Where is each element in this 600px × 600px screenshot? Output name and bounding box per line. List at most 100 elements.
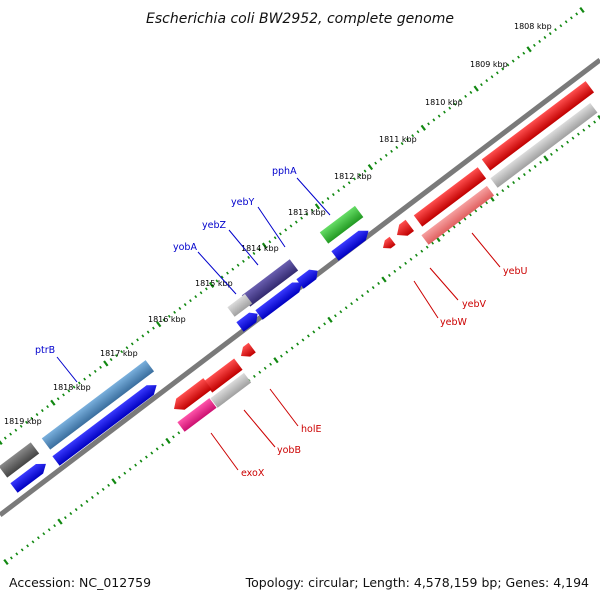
gene-label-ptrB[interactable]: ptrB (35, 345, 55, 356)
gene-label-exoX[interactable]: exoX (241, 468, 265, 479)
minor-tick (321, 200, 325, 204)
gene-label-yebU[interactable]: yebU (503, 266, 527, 277)
gene-feature[interactable] (177, 398, 217, 432)
major-tick (526, 46, 532, 53)
gene-feature[interactable] (0, 442, 40, 478)
minor-tick (150, 451, 154, 455)
tick-label: 1808 kbp (514, 22, 552, 31)
minor-tick (231, 267, 235, 271)
minor-tick (485, 79, 489, 83)
minor-tick (162, 318, 166, 322)
gene-label-pphA[interactable]: pphA (272, 166, 297, 177)
minor-tick (139, 459, 143, 463)
minor-tick (268, 240, 272, 244)
gene-label-yobA[interactable]: yobA (173, 242, 197, 253)
minor-tick (353, 177, 356, 181)
minor-tick (452, 225, 456, 229)
minor-tick (194, 295, 198, 299)
gene-feature[interactable] (52, 380, 160, 466)
minor-tick (177, 431, 181, 435)
gene-label-yebW[interactable]: yebW (440, 317, 467, 328)
major-tick (156, 321, 162, 328)
gene-feature[interactable] (203, 358, 243, 393)
gene-feature[interactable] (393, 219, 414, 241)
major-tick (543, 155, 549, 162)
major-tick (579, 6, 585, 14)
gene-feature[interactable] (380, 236, 396, 252)
minor-tick (427, 122, 430, 126)
gene-feature[interactable] (241, 259, 299, 307)
minor-tick (506, 185, 510, 189)
major-tick (165, 437, 171, 444)
minor-tick (67, 389, 71, 393)
minor-tick (83, 377, 87, 381)
gene-feature[interactable] (490, 102, 598, 188)
minor-tick (323, 322, 327, 326)
minor-tick (358, 173, 362, 177)
gene-label-yebV[interactable]: yebV (462, 299, 486, 310)
minor-tick (289, 224, 293, 228)
minor-tick (236, 263, 240, 267)
tick-label: 1810 kbp (425, 98, 463, 107)
gene-feature[interactable] (237, 342, 256, 361)
accession-label: Accession: NC_012759 (9, 575, 152, 590)
minor-tick (575, 12, 579, 16)
gene-feature[interactable] (236, 309, 261, 332)
minor-tick (42, 532, 46, 536)
minor-tick (173, 310, 177, 314)
major-tick (314, 203, 321, 210)
gene-feature[interactable] (481, 81, 595, 171)
gene-label-yobB[interactable]: yobB (277, 445, 301, 456)
gene-feature[interactable] (210, 372, 252, 408)
gene-feature[interactable] (296, 266, 321, 289)
major-tick (381, 276, 387, 283)
minor-tick (120, 350, 124, 354)
minor-tick (88, 373, 92, 377)
minor-tick (582, 128, 586, 132)
minor-tick (56, 397, 60, 401)
gene-feature[interactable] (413, 167, 487, 227)
gene-feature[interactable] (170, 378, 212, 414)
minor-tick (528, 168, 532, 172)
gene-feature[interactable] (331, 226, 372, 261)
gene-label-yebY[interactable]: yebY (231, 197, 254, 208)
outer-tick-track (0, 6, 585, 446)
gene-feature[interactable] (10, 459, 49, 493)
major-tick (261, 242, 268, 249)
major-tick (273, 357, 279, 364)
minor-tick (40, 409, 44, 413)
minor-tick (458, 98, 462, 102)
minor-tick (522, 173, 526, 177)
minor-tick (284, 228, 288, 232)
major-tick (111, 478, 117, 485)
minor-tick (355, 298, 359, 302)
gene-feature[interactable] (227, 293, 253, 317)
minor-tick (333, 314, 337, 318)
gene-label-yebZ[interactable]: yebZ (202, 220, 226, 231)
minor-tick (495, 193, 499, 197)
minor-tick (114, 354, 118, 358)
gene-label-holE[interactable]: holE (301, 424, 321, 435)
minor-tick (252, 251, 256, 255)
minor-tick (63, 516, 67, 520)
minor-tick (199, 291, 203, 295)
minor-tick (53, 524, 57, 528)
minor-tick (178, 306, 182, 310)
minor-tick (14, 428, 18, 432)
gene-feature[interactable] (255, 278, 305, 320)
minor-tick (74, 508, 78, 512)
minor-tick (480, 83, 483, 87)
minor-tick (263, 366, 267, 370)
gene-feature[interactable] (421, 185, 495, 245)
minor-tick (300, 216, 304, 220)
minor-tick (554, 28, 557, 32)
minor-tick (404, 261, 408, 265)
minor-tick (448, 106, 452, 110)
minor-tick (559, 24, 563, 28)
gene-feature[interactable] (319, 205, 364, 244)
minor-tick (183, 303, 187, 307)
gene-feature[interactable] (41, 360, 155, 450)
minor-tick (463, 217, 467, 221)
minor-tick (36, 536, 40, 540)
minor-tick (46, 405, 50, 409)
